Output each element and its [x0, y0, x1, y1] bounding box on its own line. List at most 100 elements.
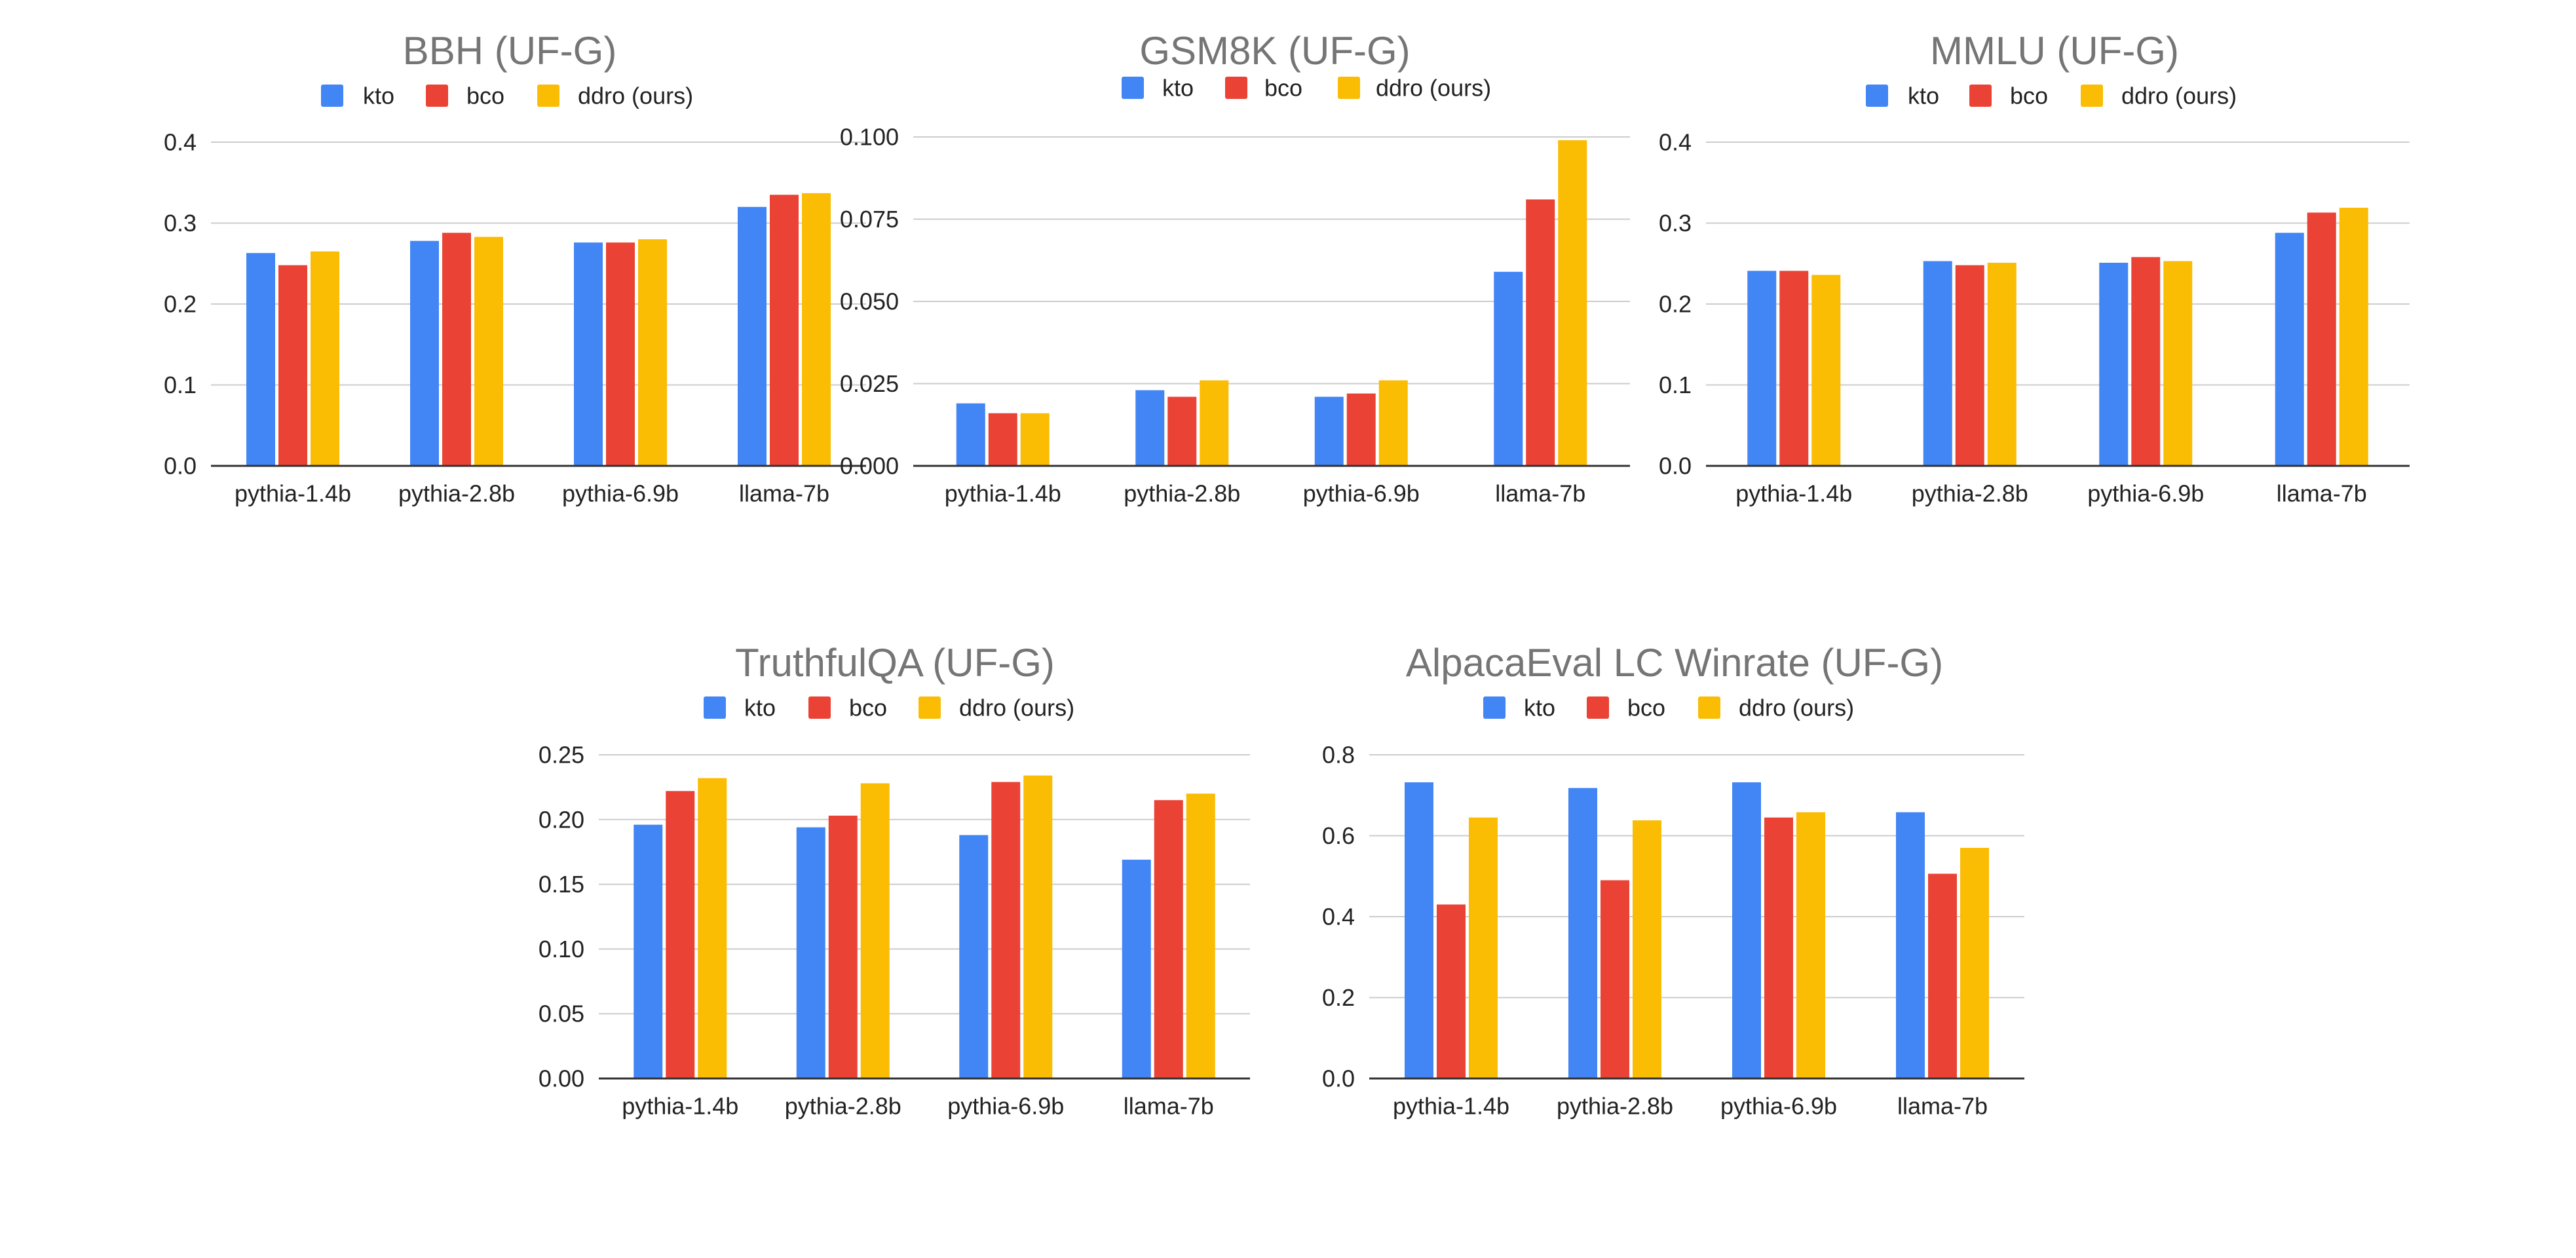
bar-kto-pythia-2-8b [796, 827, 825, 1078]
bar-kto-llama-7b [738, 206, 767, 466]
x-tick-label: pythia-2.8b [1912, 480, 2028, 507]
legend-swatch-ddro-ours [2081, 85, 2103, 107]
x-tick-label: pythia-6.9b [1303, 480, 1420, 507]
legend-swatch-ddro-ours [1338, 77, 1360, 99]
y-tick-label: 0.8 [1322, 742, 1355, 769]
bar-bco-pythia-2-8b [442, 233, 471, 466]
legend-label-bco: bco [1264, 75, 1302, 102]
bar-bco-pythia-2-8b [1601, 880, 1629, 1078]
y-tick-label: 0.025 [840, 370, 899, 397]
y-tick-label: 0.0 [1659, 453, 1692, 480]
y-tick-label: 0.4 [1659, 129, 1692, 156]
bar-kto-pythia-1-4b [634, 824, 663, 1078]
x-tick-label: pythia-1.4b [1393, 1093, 1509, 1120]
y-tick-label: 0.2 [1659, 291, 1692, 318]
legend-label-kto: kto [363, 83, 394, 109]
bar-kto-llama-7b [1896, 812, 1925, 1078]
x-tick-label: llama-7b [2277, 480, 2367, 507]
legend-swatch-kto [1483, 696, 1506, 719]
bar-ddro-ours-pythia-1-4b [311, 251, 339, 466]
bar-ddro-ours-pythia-2-8b [1987, 263, 2017, 466]
x-tick-label: pythia-1.4b [945, 480, 1061, 507]
x-tick-label: pythia-1.4b [1735, 480, 1852, 507]
chart-title: GSM8K (UF-G) [1139, 29, 1410, 73]
bar-ddro-ours-llama-7b [1186, 793, 1215, 1078]
chart-title: MMLU (UF-G) [1930, 29, 2179, 73]
y-tick-label: 0.00 [539, 1065, 584, 1092]
legend-swatch-bco [1969, 85, 1992, 107]
y-tick-label: 0.1 [1659, 372, 1692, 398]
legend-swatch-bco [426, 85, 448, 107]
x-tick-label: llama-7b [1124, 1093, 1214, 1120]
chart-title: AlpacaEval LC Winrate (UF-G) [1406, 641, 1943, 685]
y-tick-label: 0.6 [1322, 822, 1355, 849]
y-tick-label: 0.3 [1659, 210, 1692, 237]
legend-swatch-bco [1225, 77, 1247, 99]
bar-ddro-ours-llama-7b [1558, 140, 1587, 466]
bar-ddro-ours-pythia-6-9b [1378, 380, 1408, 466]
legend-label-ddro-ours: ddro (ours) [1376, 75, 1491, 102]
bar-bco-pythia-6-9b [606, 242, 635, 466]
chart-alpacaeval-lc-winrate-uf-g: AlpacaEval LC Winrate (UF-G) kto bco ddro (… [1322, 641, 2024, 1120]
legend-swatch-bco [1587, 696, 1609, 719]
bar-bco-llama-7b [770, 195, 799, 466]
bar-bco-pythia-2-8b [828, 815, 858, 1078]
bar-bco-llama-7b [2307, 212, 2336, 466]
bar-bco-llama-7b [1154, 800, 1183, 1078]
bar-ddro-ours-llama-7b [2339, 208, 2368, 466]
legend-swatch-bco [808, 696, 831, 719]
bar-bco-pythia-6-9b [2131, 257, 2161, 466]
bar-kto-pythia-2-8b [410, 240, 439, 466]
bar-ddro-ours-pythia-1-4b [698, 778, 727, 1078]
y-tick-label: 0.050 [840, 288, 899, 315]
bar-bco-pythia-2-8b [1167, 396, 1197, 466]
chart-mmlu-uf-g: MMLU (UF-G) kto bco ddro (ours) 0.0 0.1 0.2 0.3… [1659, 29, 2410, 507]
bar-ddro-ours-pythia-1-4b [1811, 275, 1841, 466]
x-tick-label: pythia-2.8b [1557, 1093, 1673, 1120]
bar-kto-pythia-6-9b [1732, 782, 1761, 1078]
y-tick-label: 0.20 [539, 806, 584, 833]
bar-bco-pythia-1-4b [988, 413, 1017, 466]
bar-bco-llama-7b [1928, 873, 1957, 1078]
x-tick-label: pythia-6.9b [562, 480, 679, 507]
bar-kto-pythia-6-9b [959, 835, 989, 1078]
bar-kto-llama-7b [1122, 860, 1151, 1078]
bar-bco-pythia-1-4b [1437, 904, 1466, 1078]
bar-bco-pythia-1-4b [666, 791, 695, 1078]
x-tick-label: pythia-6.9b [1720, 1093, 1837, 1120]
legend-swatch-ddro-ours [1698, 696, 1720, 719]
legend-swatch-kto [1122, 77, 1144, 99]
legend-label-bco: bco [1627, 695, 1665, 721]
bar-kto-pythia-1-4b [246, 253, 275, 466]
y-tick-label: 0.0 [1322, 1065, 1355, 1092]
bar-kto-llama-7b [2275, 233, 2304, 466]
bar-ddro-ours-pythia-6-9b [1796, 812, 1825, 1078]
bar-kto-pythia-2-8b [1568, 788, 1597, 1078]
y-tick-label: 0.0 [164, 453, 197, 480]
y-tick-label: 0.05 [539, 1001, 584, 1027]
bar-ddro-ours-llama-7b [802, 193, 831, 466]
bar-ddro-ours-pythia-2-8b [474, 237, 503, 466]
x-tick-label: pythia-2.8b [785, 1093, 901, 1120]
bar-ddro-ours-pythia-2-8b [860, 783, 890, 1078]
y-tick-label: 0.4 [164, 129, 197, 156]
y-tick-label: 0.1 [164, 372, 197, 398]
legend-label-kto: kto [1908, 83, 1939, 109]
bar-kto-pythia-6-9b [574, 242, 603, 466]
legend-label-kto: kto [1162, 75, 1194, 102]
chart-gsm8k-uf-g: GSM8K (UF-G)kto bco ddro (ours) 0.000 0.025 0… [840, 29, 1630, 507]
x-tick-label: llama-7b [1897, 1093, 1988, 1120]
bar-kto-pythia-1-4b [1405, 782, 1433, 1078]
legend-swatch-kto [321, 85, 343, 107]
x-tick-label: pythia-6.9b [947, 1093, 1064, 1120]
legend-label-ddro-ours: ddro (ours) [578, 83, 693, 109]
x-tick-label: llama-7b [739, 480, 829, 507]
bar-ddro-ours-pythia-1-4b [1469, 817, 1498, 1078]
y-tick-label: 0.2 [164, 291, 197, 318]
chart-truthfulqa-uf-g: TruthfulQA (UF-G) kto bco ddro (ours) 0.00 0.… [539, 641, 1250, 1120]
y-tick-label: 0.075 [840, 206, 899, 233]
legend-swatch-ddro-ours [537, 85, 559, 107]
bar-kto-pythia-6-9b [2099, 263, 2129, 466]
bar-bco-pythia-1-4b [278, 265, 307, 466]
